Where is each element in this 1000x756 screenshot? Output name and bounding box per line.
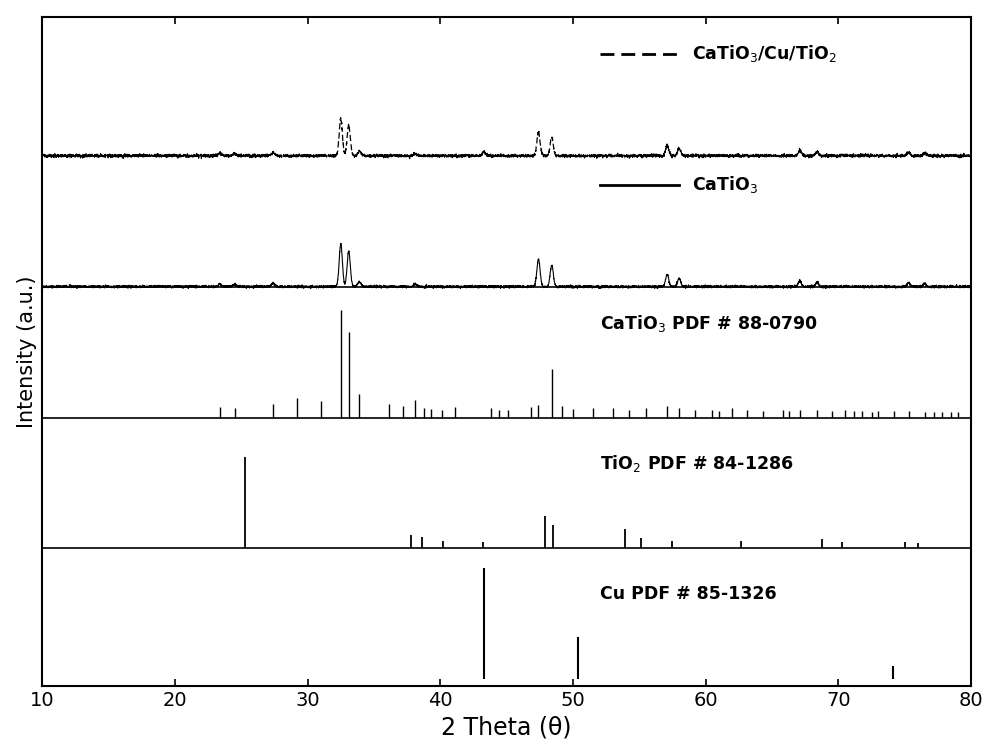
Text: CaTiO$_3$/Cu/TiO$_2$: CaTiO$_3$/Cu/TiO$_2$ xyxy=(692,43,837,64)
Text: TiO$_2$ PDF # 84-1286: TiO$_2$ PDF # 84-1286 xyxy=(600,453,793,474)
Y-axis label: Intensity (a.u.): Intensity (a.u.) xyxy=(17,275,37,428)
X-axis label: 2 Theta (θ): 2 Theta (θ) xyxy=(441,715,572,739)
Text: Cu PDF # 85-1326: Cu PDF # 85-1326 xyxy=(600,585,776,603)
Text: CaTiO$_3$ PDF # 88-0790: CaTiO$_3$ PDF # 88-0790 xyxy=(600,313,818,334)
Text: CaTiO$_3$: CaTiO$_3$ xyxy=(692,174,758,195)
